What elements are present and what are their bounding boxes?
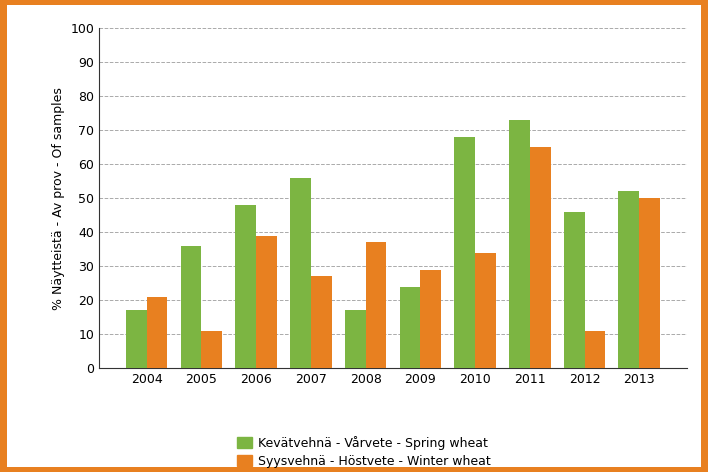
Bar	[311, 277, 331, 368]
Bar	[639, 198, 660, 368]
Bar	[256, 236, 277, 368]
Bar	[455, 137, 475, 368]
Bar	[399, 287, 421, 368]
Bar	[421, 270, 441, 368]
Bar	[619, 192, 639, 368]
Bar	[126, 311, 147, 368]
Bar	[235, 205, 256, 368]
Bar	[365, 243, 387, 368]
Bar	[290, 178, 311, 368]
Bar	[147, 297, 167, 368]
Bar	[345, 311, 365, 368]
Bar	[475, 253, 496, 368]
Y-axis label: % Näytteistä - Av prov - Of samples: % Näytteistä - Av prov - Of samples	[52, 87, 65, 310]
Bar	[530, 147, 551, 368]
Bar	[509, 120, 530, 368]
Bar	[585, 331, 605, 368]
Bar	[201, 331, 222, 368]
Bar	[564, 212, 585, 368]
Bar	[181, 246, 201, 368]
Legend: Kevätvehnä - Vårvete - Spring wheat, Syysvehnä - Höstvete - Winter wheat: Kevätvehnä - Vårvete - Spring wheat, Syy…	[236, 436, 491, 468]
